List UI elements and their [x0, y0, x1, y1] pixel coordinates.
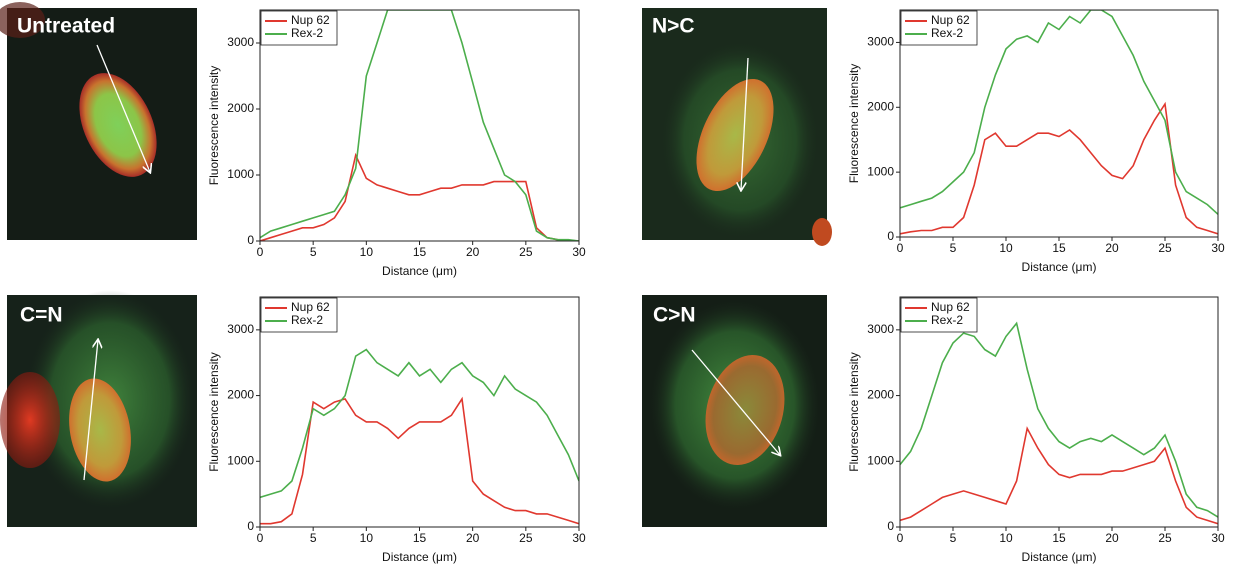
legend-box — [260, 10, 338, 46]
x-tick-label: 25 — [519, 531, 533, 545]
x-tick-label: 15 — [413, 531, 427, 545]
x-tick-label: 30 — [572, 245, 586, 259]
series-line — [260, 396, 579, 525]
y-tick-label: 2000 — [227, 101, 254, 115]
x-tick-label: 30 — [572, 531, 586, 545]
y-tick-label: 0 — [247, 233, 254, 247]
x-tick-label: 10 — [360, 531, 374, 545]
y-tick-label: 2000 — [867, 388, 894, 402]
panel-label: N>C — [652, 15, 695, 38]
micrograph: Untreated — [0, 2, 197, 240]
y-axis-label: Fluorescence intensity — [207, 352, 221, 471]
y-tick-label: 0 — [247, 519, 254, 533]
series-line — [260, 348, 579, 499]
x-tick-label: 20 — [1105, 241, 1119, 255]
chart: 0 5 10 15 20 25 30 0 1000 2000 3000 Distance (μm) Fl… — [847, 9, 1225, 274]
y-tick-label: 0 — [887, 229, 894, 243]
x-tick-label: 10 — [360, 245, 374, 259]
legend-label: Rex-2 — [291, 313, 323, 327]
chart: 0 5 10 15 20 25 30 0 1000 2000 3000 Distance (μm) Fl… — [207, 9, 586, 278]
series-line — [900, 101, 1218, 235]
x-tick-label: 25 — [1158, 531, 1172, 545]
y-tick-label: 1000 — [867, 453, 894, 467]
y-axis-label: Fluorescence intensity — [847, 64, 861, 183]
x-tick-label: 5 — [950, 241, 957, 255]
legend-label: Nup 62 — [931, 300, 970, 314]
x-tick-label: 15 — [413, 245, 427, 259]
x-tick-label: 20 — [466, 531, 480, 545]
legend-box — [900, 10, 978, 46]
micrograph: C=N — [0, 290, 197, 527]
y-tick-label: 2000 — [227, 388, 254, 402]
x-tick-label: 15 — [1052, 531, 1066, 545]
y-tick-label: 1000 — [227, 453, 254, 467]
micrograph: N>C — [642, 8, 832, 246]
x-axis-label: Distance (μm) — [382, 264, 457, 278]
x-tick-label: 20 — [1105, 531, 1119, 545]
x-tick-label: 0 — [257, 531, 264, 545]
plot-frame — [899, 296, 1219, 528]
panel-label: C=N — [20, 304, 63, 327]
series-line — [260, 10, 579, 241]
x-tick-label: 10 — [999, 241, 1013, 255]
y-tick-label: 0 — [887, 519, 894, 533]
x-tick-label: 30 — [1211, 531, 1225, 545]
series-line — [900, 321, 1218, 518]
legend-label: Rex-2 — [931, 313, 963, 327]
x-tick-label: 15 — [1052, 241, 1066, 255]
chart: 0 5 10 15 20 25 30 0 1000 2000 3000 Distance (μm) Fl… — [207, 296, 586, 564]
legend-label: Nup 62 — [931, 13, 970, 27]
plot-frame — [259, 296, 580, 528]
x-tick-label: 25 — [1158, 241, 1172, 255]
x-axis-label: Distance (μm) — [382, 550, 457, 564]
legend-label: Nup 62 — [291, 300, 330, 314]
chart: 0 5 10 15 20 25 30 0 1000 2000 3000 Distance (μm) Fl… — [847, 296, 1225, 564]
series-line — [900, 426, 1218, 525]
micrograph: C>N — [642, 295, 827, 527]
x-tick-label: 5 — [310, 245, 317, 259]
series-line — [900, 10, 1218, 215]
y-tick-label: 1000 — [227, 167, 254, 181]
series-line — [260, 152, 579, 241]
legend-box — [900, 297, 978, 333]
y-tick-label: 3000 — [227, 35, 254, 49]
x-axis-label: Distance (μm) — [1022, 550, 1097, 564]
x-tick-label: 5 — [950, 531, 957, 545]
legend-label: Nup 62 — [291, 13, 330, 27]
y-tick-label: 2000 — [867, 99, 894, 113]
y-tick-label: 3000 — [867, 35, 894, 49]
plot-frame — [259, 9, 580, 242]
y-tick-label: 1000 — [867, 164, 894, 178]
legend-label: Rex-2 — [291, 26, 323, 40]
y-axis-label: Fluorescence intensity — [847, 352, 861, 471]
panel-label: Untreated — [17, 15, 115, 38]
y-tick-label: 3000 — [867, 322, 894, 336]
legend-box — [260, 297, 338, 333]
x-tick-label: 10 — [999, 531, 1013, 545]
legend-label: Rex-2 — [931, 26, 963, 40]
y-tick-label: 3000 — [227, 322, 254, 336]
x-tick-label: 20 — [466, 245, 480, 259]
x-tick-label: 0 — [257, 245, 264, 259]
x-tick-label: 0 — [897, 241, 904, 255]
x-axis-label: Distance (μm) — [1022, 260, 1097, 274]
panel-label: C>N — [653, 304, 696, 327]
x-tick-label: 5 — [310, 531, 317, 545]
x-tick-label: 0 — [897, 531, 904, 545]
plot-frame — [899, 9, 1219, 238]
x-tick-label: 30 — [1211, 241, 1225, 255]
x-tick-label: 25 — [519, 245, 533, 259]
y-axis-label: Fluorescence intensity — [207, 66, 221, 185]
